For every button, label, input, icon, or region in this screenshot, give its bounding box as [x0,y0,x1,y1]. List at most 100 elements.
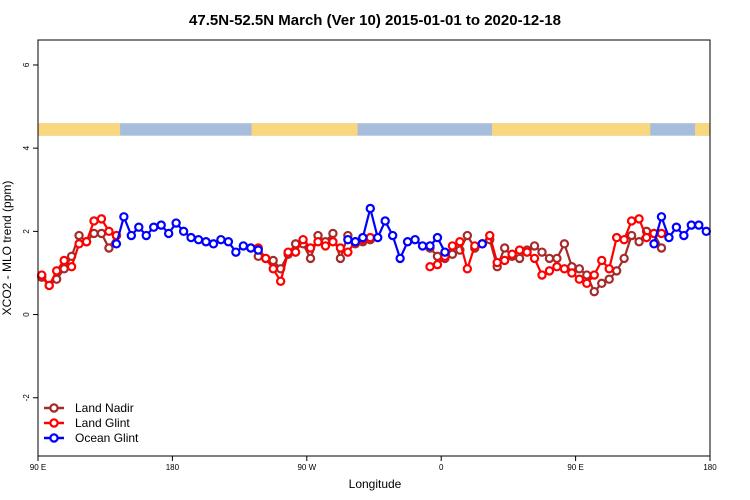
data-point [328,237,338,247]
series-layer [37,203,711,297]
data-point [626,216,637,226]
data-point [514,253,525,264]
legend-item-land-nadir: Land Nadir [44,401,134,415]
data-point [149,222,159,232]
data-point [238,241,249,251]
legend-marker [49,418,59,428]
data-point [619,234,629,245]
data-point [59,264,69,274]
data-point [141,230,151,241]
y-axis-ticks: -2 0 2 4 6 [22,62,38,401]
data-point [171,218,181,228]
data-point [507,249,517,259]
data-point [462,264,473,274]
legend-marker [49,433,59,443]
data-point [499,243,510,253]
data-point [298,234,308,245]
data-point [74,230,84,241]
x-tick-label: 90 E [30,463,46,472]
data-point [268,264,278,274]
data-point [634,237,644,247]
data-point [365,232,375,243]
data-point [626,230,637,241]
data-point [425,262,435,272]
x-tick-label: 90 W [297,463,316,472]
data-point [126,230,137,241]
data-point [246,243,256,253]
data-point [582,278,592,289]
data-point [335,253,346,264]
x-tick-label: 180 [703,463,717,472]
data-point [261,253,271,264]
data-point [694,220,704,230]
data-point [477,239,487,249]
data-point [380,216,390,226]
data-point [589,270,599,280]
data-point [544,266,555,276]
data-point [574,274,585,284]
data-point [96,214,107,224]
data-point [589,286,599,297]
data-point [679,230,689,241]
data-point [350,237,361,247]
data-point [201,237,211,247]
chart-title: 47.5N-52.5N March (Ver 10) 2015-01-01 to… [189,12,561,29]
data-point [656,228,667,239]
data-point [343,234,353,245]
data-point [597,278,607,289]
data-point [305,243,316,253]
data-point [417,241,428,251]
strip-land [38,123,121,136]
data-point [701,226,711,237]
data-point [66,262,77,272]
data-point [104,243,114,253]
data-point [447,249,458,259]
data-point [492,257,502,268]
data-point [51,266,62,276]
data-point [432,259,443,270]
data-point [440,247,450,257]
data-point [283,247,293,257]
data-point [104,226,114,237]
x-tick-label: 90 E [567,463,583,472]
legend-label: Land Glint [75,416,130,430]
series-line [115,213,259,254]
data-point [514,245,525,255]
data-point [499,255,510,266]
data-point [537,270,547,280]
x-tick-label: 180 [166,463,180,472]
data-point [320,241,331,251]
data-point [432,251,443,262]
strip-land [491,123,651,136]
data-point [611,232,622,243]
data-point [395,253,405,264]
data-point [529,253,540,264]
y-tick-label: 0 [22,312,31,317]
data-point [89,216,99,226]
data-point [671,222,682,232]
data-point [343,247,353,257]
data-point [574,264,585,274]
data-point [387,230,398,241]
legend-item-land-glint: Land Glint [44,416,130,430]
data-point [537,247,547,257]
data-point [402,237,413,247]
data-point [275,276,286,286]
data-point [208,239,219,249]
y-tick-label: -2 [22,394,31,402]
data-point [305,253,316,264]
data-point [328,228,338,239]
data-point [664,232,674,243]
data-point [313,237,323,247]
data-point [649,239,659,249]
data-point [425,241,435,251]
land-ocean-strip [38,123,710,136]
data-point [410,234,420,245]
data-point [186,232,196,243]
plot-frame [37,39,711,457]
data-point [231,247,241,257]
data-point [111,239,122,249]
data-point [559,264,570,274]
data-point [544,253,555,264]
